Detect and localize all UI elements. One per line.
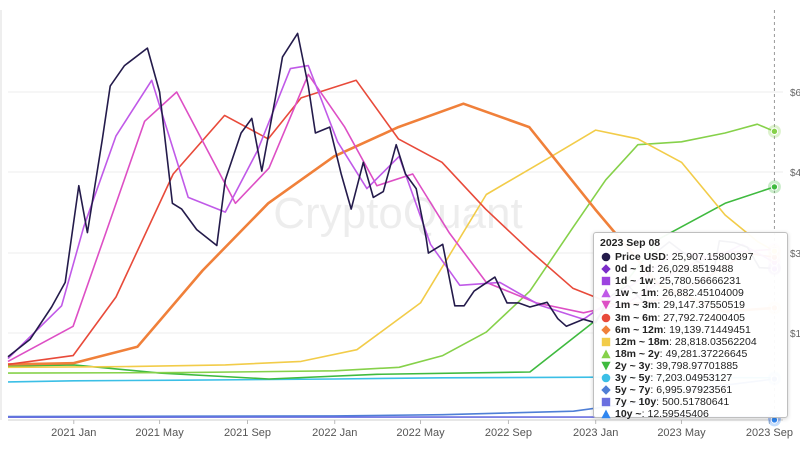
tooltip-value: 26,882.45104009 <box>662 287 744 299</box>
tooltip-label: 12m ~ 18m <box>615 336 669 348</box>
tooltip-separator: : <box>660 348 663 360</box>
tooltip-row: 3m ~ 6m:27,792.72400405 <box>600 311 781 323</box>
square-icon <box>600 337 612 347</box>
tooltip-label: 3m ~ 6m <box>615 312 657 324</box>
x-tick-label: 2021 Jan <box>51 427 96 439</box>
tooltip-value: 25,780.56666231 <box>659 275 741 287</box>
x-tick-label: 2023 Sep <box>746 427 793 439</box>
tooltip-row: Price USD:25,907.15800397 <box>600 251 781 263</box>
tooltip-separator: : <box>650 384 653 396</box>
x-tick-label: 2022 Sep <box>485 427 532 439</box>
triangle-down-icon <box>600 361 612 371</box>
tooltip-label: 1w ~ 1m <box>615 287 656 299</box>
tooltip-label: 0d ~ 1d <box>615 263 651 275</box>
tooltip-label: 7y ~ 10y <box>615 396 656 408</box>
tooltip-label: 2y ~ 3y <box>615 360 650 372</box>
x-tick-label: 2021 Sep <box>224 427 271 439</box>
tooltip-label: 1d ~ 1w <box>615 275 653 287</box>
tooltip-label: 5y ~ 7y <box>615 384 650 396</box>
triangle-down-icon <box>600 300 612 310</box>
tooltip-row: 5y ~ 7y:6,995.97923561 <box>600 384 781 396</box>
square-icon <box>600 276 612 286</box>
tooltip-value: 25,907.15800397 <box>672 251 754 263</box>
tooltip-value: 7,203.04953127 <box>656 372 732 384</box>
tooltip-value: 27,792.72400405 <box>663 312 745 324</box>
tooltip-value: 19,139.71449451 <box>669 324 751 336</box>
x-axis: 2021 Jan 2021 May 2021 Sep 2022 Jan 2022 May… <box>8 420 793 439</box>
tooltip-value: 39,798.97701885 <box>656 360 738 372</box>
tooltip-row: 10y ~:12.59545406 <box>600 408 781 420</box>
diamond-icon <box>600 385 612 395</box>
tooltip-separator: : <box>657 312 660 324</box>
tooltip-separator: : <box>656 396 659 408</box>
square-icon <box>600 397 612 407</box>
tooltip-separator: : <box>669 336 672 348</box>
circle-icon <box>600 252 612 262</box>
tooltip-row: 2y ~ 3y:39,798.97701885 <box>600 360 781 372</box>
y-tick-label: $3 <box>790 249 800 260</box>
tooltip-separator: : <box>656 287 659 299</box>
tooltip-row: 0d ~ 1d:26,029.8519488 <box>600 263 781 275</box>
tooltip-value: 500.51780641 <box>662 396 729 408</box>
tooltip-row: 18m ~ 2y:49,281.37226645 <box>600 348 781 360</box>
end-marker-2y ~ 3y <box>771 184 777 190</box>
tooltip-separator: : <box>650 360 653 372</box>
tooltip-row: 1w ~ 1m:26,882.45104009 <box>600 287 781 299</box>
triangle-up-icon <box>600 288 612 298</box>
tooltip-value: 49,281.37226645 <box>666 348 748 360</box>
circle-icon <box>600 373 612 383</box>
diamond-icon <box>600 325 612 335</box>
tooltip-value: 6,995.97923561 <box>656 384 732 396</box>
tooltip-separator: : <box>651 263 654 275</box>
y-tick-label: $4 <box>790 168 800 179</box>
tooltip-label: 10y ~ <box>615 408 642 420</box>
tooltip-value: 26,029.8519488 <box>657 263 733 275</box>
diamond-icon <box>600 264 612 274</box>
tooltip-label: Price USD <box>615 251 666 263</box>
tooltip-row: 1m ~ 3m:29,147.37550519 <box>600 299 781 311</box>
tooltip-label: 18m ~ 2y <box>615 348 660 360</box>
triangle-up-icon <box>600 349 612 359</box>
y-tick-label: $1 <box>790 329 800 340</box>
tooltip-value: 28,818.03562204 <box>675 336 757 348</box>
tooltip-date: 2023 Sep 08 <box>600 237 781 249</box>
tooltip-label: 1m ~ 3m <box>615 299 657 311</box>
tooltip-value: 29,147.37550519 <box>663 299 745 311</box>
x-tick-label: 2023 Jan <box>573 427 618 439</box>
x-tick-label: 2022 May <box>396 427 445 439</box>
circle-icon <box>600 313 612 323</box>
end-marker-18m ~ 2y <box>771 128 777 134</box>
tooltip-row: 12m ~ 18m:28,818.03562204 <box>600 336 781 348</box>
triangle-up-icon <box>600 409 612 419</box>
tooltip-label: 3y ~ 5y <box>615 372 650 384</box>
tooltip-separator: : <box>653 275 656 287</box>
tooltip-value: 12.59545406 <box>648 408 709 420</box>
x-tick-label: 2022 Jan <box>312 427 357 439</box>
tooltip-row: 1d ~ 1w:25,780.56666231 <box>600 275 781 287</box>
y-tick-label: $6 <box>790 88 800 99</box>
tooltip-separator: : <box>663 324 666 336</box>
tooltip-separator: : <box>650 372 653 384</box>
x-tick-label: 2023 May <box>657 427 706 439</box>
tooltip-separator: : <box>666 251 669 263</box>
tooltip-separator: : <box>642 408 645 420</box>
tooltip-row: 7y ~ 10y:500.51780641 <box>600 396 781 408</box>
tooltip-label: 6m ~ 12m <box>615 324 663 336</box>
tooltip-row: 6m ~ 12m:19,139.71449451 <box>600 324 781 336</box>
tooltip-row: 3y ~ 5y:7,203.04953127 <box>600 372 781 384</box>
tooltip-separator: : <box>657 299 660 311</box>
x-tick-label: 2021 May <box>135 427 184 439</box>
